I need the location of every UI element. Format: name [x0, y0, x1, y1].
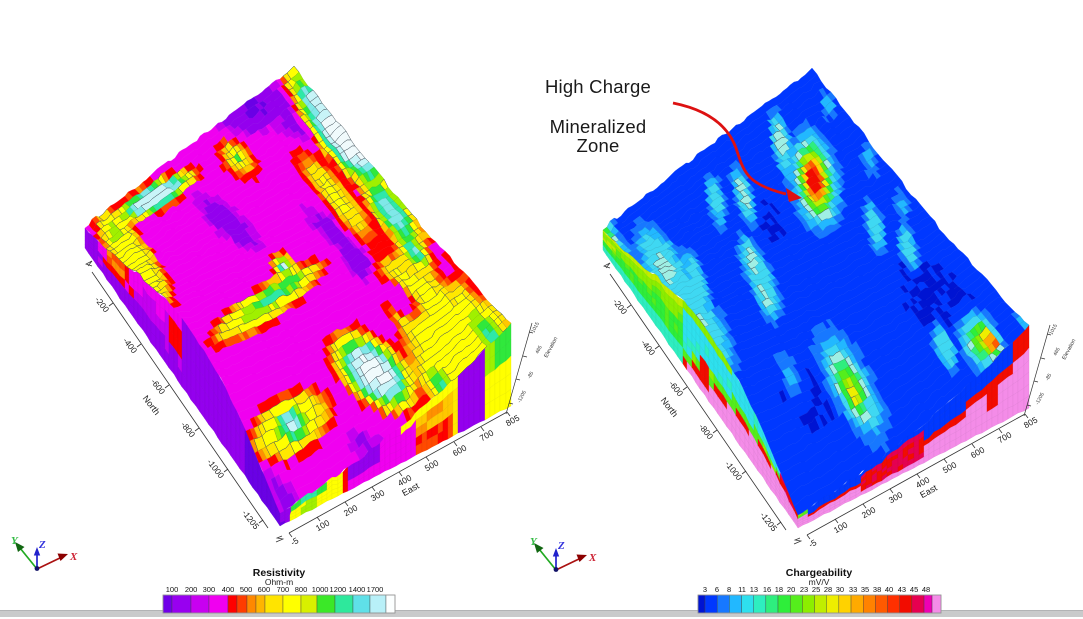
svg-text:35: 35 [861, 585, 869, 594]
svg-text:100: 100 [166, 585, 179, 594]
svg-text:Resistivity: Resistivity [253, 567, 306, 579]
svg-text:300: 300 [203, 585, 216, 594]
svg-text:200: 200 [185, 585, 198, 594]
svg-text:3: 3 [703, 585, 707, 594]
svg-text:1015: 1015 [530, 321, 541, 334]
svg-text:18: 18 [775, 585, 783, 594]
svg-text:48: 48 [922, 585, 930, 594]
svg-text:High Charge: High Charge [545, 76, 651, 97]
svg-text:-5: -5 [289, 535, 301, 548]
svg-text:Y: Y [530, 536, 538, 548]
svg-text:-85: -85 [1044, 373, 1053, 382]
svg-text:X: X [588, 552, 597, 564]
svg-text:28: 28 [824, 585, 832, 594]
svg-text:13: 13 [750, 585, 758, 594]
svg-text:43: 43 [898, 585, 906, 594]
svg-text:800: 800 [295, 585, 308, 594]
svg-text:-1205: -1205 [516, 390, 527, 404]
svg-text:11: 11 [738, 585, 746, 594]
svg-text:465: 465 [534, 345, 543, 355]
svg-text:45: 45 [910, 585, 918, 594]
svg-text:-85: -85 [526, 371, 535, 380]
svg-text:Chargeability: Chargeability [786, 567, 853, 579]
svg-text:Y: Y [11, 535, 19, 547]
svg-text:Ohm-m: Ohm-m [265, 577, 293, 587]
svg-text:38: 38 [873, 585, 881, 594]
svg-text:700: 700 [277, 585, 290, 594]
svg-text:1000: 1000 [312, 585, 329, 594]
svg-text:33: 33 [849, 585, 857, 594]
svg-text:465: 465 [1052, 347, 1061, 357]
svg-text:Zone: Zone [577, 135, 620, 156]
svg-text:20: 20 [787, 585, 795, 594]
svg-text:23: 23 [800, 585, 808, 594]
svg-text:400: 400 [222, 585, 235, 594]
svg-text:1400: 1400 [349, 585, 366, 594]
svg-text:30: 30 [836, 585, 844, 594]
svg-text:600: 600 [258, 585, 271, 594]
svg-text:1015: 1015 [1048, 323, 1059, 336]
svg-text:1200: 1200 [330, 585, 347, 594]
svg-text:Mineralized: Mineralized [550, 116, 647, 137]
svg-text:16: 16 [763, 585, 771, 594]
svg-text:8: 8 [727, 585, 731, 594]
svg-text:25: 25 [812, 585, 820, 594]
svg-text:1700: 1700 [367, 585, 384, 594]
svg-text:-5: -5 [807, 537, 819, 550]
svg-text:Z: Z [38, 539, 46, 551]
svg-text:-1205: -1205 [1034, 392, 1045, 406]
svg-text:500: 500 [240, 585, 253, 594]
svg-text:40: 40 [885, 585, 893, 594]
svg-text:6: 6 [715, 585, 719, 594]
svg-text:mV/V: mV/V [809, 577, 830, 587]
svg-text:X: X [69, 551, 78, 563]
svg-text:Z: Z [557, 540, 565, 552]
